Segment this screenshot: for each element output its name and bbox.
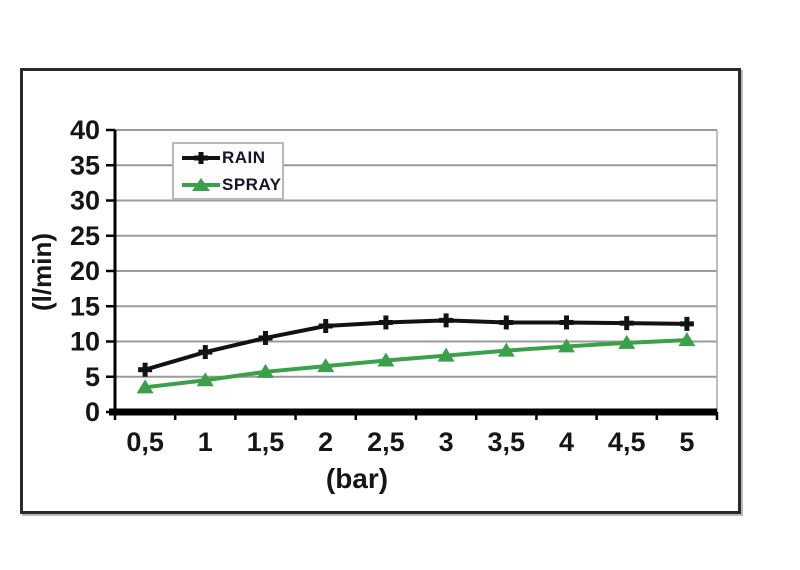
x-tick-label: 5 (679, 427, 694, 457)
legend-entry-spray: SPRAY (181, 173, 282, 197)
spray-marker (618, 334, 636, 349)
spray-series-line (144, 338, 687, 390)
x-tick-label: 1,5 (247, 427, 285, 457)
legend-entry-rain: RAIN (181, 146, 282, 170)
y-axis-title: (l/min) (27, 233, 57, 311)
spray-marker (136, 379, 154, 394)
x-tick-label: 3,5 (488, 427, 526, 457)
y-tick-label: 40 (70, 115, 100, 145)
spray-marker (437, 347, 455, 362)
spray-marker (317, 358, 335, 373)
x-tick-label: 4 (559, 427, 574, 457)
y-tick-label: 10 (70, 327, 100, 357)
spray-line-marker-icon (182, 177, 220, 191)
y-tick-label: 15 (70, 291, 100, 321)
spray-marker (257, 363, 274, 378)
legend-label-rain: RAIN (222, 148, 266, 167)
x-tick-label: 3 (439, 427, 454, 457)
x-tick-label: 2 (318, 427, 333, 457)
x-tick-label: 1 (198, 427, 213, 457)
spray-marker (377, 352, 395, 367)
y-tick-label: 25 (70, 221, 100, 251)
rain-line-marker-icon (182, 151, 220, 164)
y-tick-label: 30 (70, 186, 100, 216)
x-tick-label: 2,5 (367, 427, 405, 457)
y-tick-label: 0 (85, 397, 100, 427)
spray-marker (196, 372, 214, 387)
x-axis-title: (bar) (326, 463, 388, 494)
x-tick-label: 0,5 (126, 427, 164, 457)
y-tick-label: 35 (70, 150, 100, 180)
spray-marker (497, 342, 515, 357)
flow-rate-chart: 0 5 10 15 20 25 30 35 40 0,5 1 1,5 2 2,5 3 3,5 4 4,5 5 (bar… (27, 115, 719, 494)
legend-label-spray: SPRAY (222, 175, 282, 194)
x-tick-label: 4,5 (608, 427, 646, 457)
y-tick-label: 5 (85, 362, 100, 392)
rain-series-line (144, 318, 687, 372)
y-tick-label: 20 (70, 256, 100, 286)
chart-legend: RAIN SPRAY (172, 142, 284, 200)
spray-marker (678, 332, 696, 347)
spray-marker (558, 338, 575, 353)
chart-frame: 0 5 10 15 20 25 30 35 40 0,5 1 1,5 2 2,5 3 3,5 4 4,5 5 (bar… (20, 68, 741, 514)
